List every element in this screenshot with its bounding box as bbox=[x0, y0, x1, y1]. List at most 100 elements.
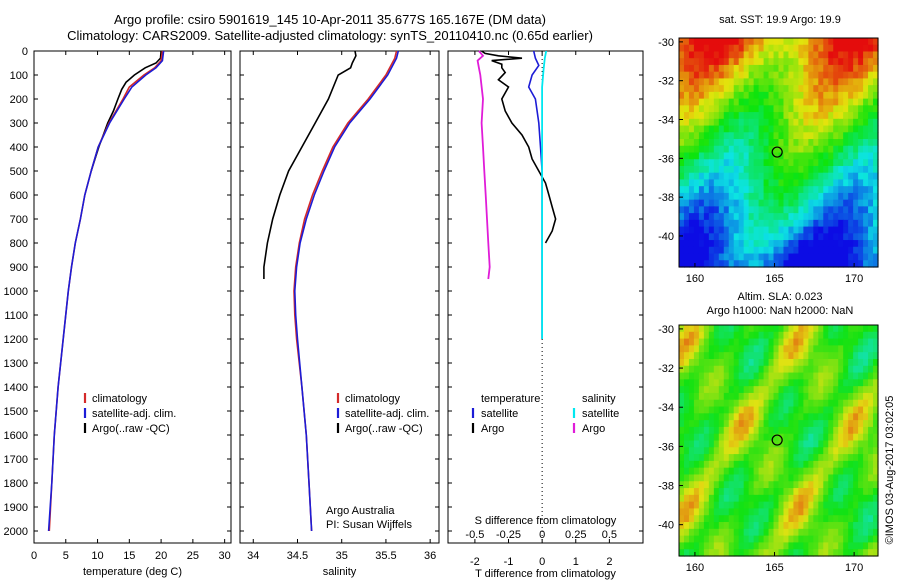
map-cell bbox=[778, 399, 785, 408]
map-cell bbox=[773, 78, 780, 86]
map-cell bbox=[768, 508, 775, 516]
map-cell bbox=[778, 358, 785, 367]
map-cell bbox=[843, 213, 849, 221]
map-cell bbox=[698, 159, 705, 167]
map-cell bbox=[793, 165, 799, 174]
map-cell bbox=[723, 399, 730, 408]
map-cell bbox=[738, 515, 745, 523]
map-cell bbox=[828, 447, 834, 455]
map-cell bbox=[708, 426, 715, 435]
map-cell bbox=[723, 44, 730, 53]
map-cell bbox=[688, 206, 695, 214]
map-cell bbox=[798, 253, 804, 261]
map-cell bbox=[848, 125, 854, 133]
map-cell bbox=[838, 488, 844, 496]
map-cell bbox=[763, 440, 770, 448]
map-cell bbox=[838, 105, 844, 113]
map-cell bbox=[753, 528, 760, 537]
map-cell bbox=[828, 549, 834, 557]
map-cell bbox=[783, 253, 790, 261]
map-cell bbox=[753, 454, 760, 462]
map-cell bbox=[693, 433, 700, 442]
map-cell bbox=[848, 433, 854, 442]
map-cell bbox=[723, 325, 730, 333]
map-cell bbox=[783, 58, 790, 66]
legend-label: Argo bbox=[582, 423, 605, 435]
x-tick-label: 0 bbox=[539, 556, 545, 568]
map-cell bbox=[778, 38, 785, 46]
map-cell bbox=[733, 51, 740, 59]
map-cell bbox=[828, 192, 834, 201]
map-cell bbox=[863, 331, 869, 340]
map-cell bbox=[679, 51, 685, 59]
map-cell bbox=[728, 338, 735, 346]
map-cell bbox=[778, 325, 785, 333]
map-cell bbox=[858, 522, 864, 530]
map-cell bbox=[873, 549, 879, 557]
map-cell bbox=[863, 112, 869, 120]
map-cell bbox=[873, 165, 879, 174]
map-cell bbox=[743, 213, 750, 221]
map-cell bbox=[843, 172, 849, 181]
map-cell bbox=[863, 199, 869, 207]
map-cell bbox=[818, 447, 824, 455]
map-cell bbox=[698, 386, 705, 394]
map-cell bbox=[683, 199, 690, 207]
map-cell bbox=[863, 206, 869, 214]
map-cell bbox=[823, 481, 829, 489]
map-cell bbox=[823, 71, 829, 80]
map-cell bbox=[798, 338, 804, 346]
map-cell bbox=[813, 535, 819, 544]
map-cell bbox=[748, 542, 755, 550]
map-cell bbox=[773, 260, 780, 268]
map-lon-label: 165 bbox=[765, 273, 783, 285]
map-cell bbox=[868, 118, 874, 127]
depth-tick-label: 100 bbox=[10, 70, 28, 82]
map-cell bbox=[743, 494, 750, 503]
map-cell bbox=[813, 345, 819, 353]
map-cell bbox=[818, 460, 824, 469]
map-cell bbox=[698, 112, 705, 120]
map-cell bbox=[708, 488, 715, 496]
map-cell bbox=[703, 240, 710, 248]
map-cell bbox=[679, 145, 685, 154]
map-cell bbox=[843, 78, 849, 86]
map-cell bbox=[733, 406, 740, 414]
map-cell bbox=[733, 38, 740, 46]
map-cell bbox=[833, 549, 839, 557]
map-cell bbox=[838, 78, 844, 86]
map-cell bbox=[753, 413, 760, 421]
map-cell bbox=[713, 246, 720, 255]
map-cell bbox=[873, 474, 879, 482]
map-cell bbox=[733, 233, 740, 241]
map-cell bbox=[703, 447, 710, 455]
map-cell bbox=[738, 440, 745, 448]
map-cell bbox=[728, 226, 735, 234]
map-cell bbox=[758, 358, 765, 367]
argo-height-title: Argo h1000: NaN h2000: NaN bbox=[706, 305, 854, 317]
map-cell bbox=[768, 226, 775, 234]
map-cell bbox=[773, 522, 780, 530]
map-cell bbox=[758, 352, 765, 360]
map-cell bbox=[853, 199, 859, 207]
map-cell bbox=[698, 145, 705, 154]
map-cell bbox=[778, 488, 785, 496]
map-cell bbox=[838, 528, 844, 537]
map-cell bbox=[788, 51, 795, 59]
map-cell bbox=[858, 118, 864, 127]
map-cell bbox=[803, 125, 809, 133]
map-cell bbox=[848, 460, 854, 469]
map-cell bbox=[763, 64, 770, 73]
map-cell bbox=[783, 528, 790, 537]
map-cell bbox=[873, 44, 879, 53]
map-cell bbox=[823, 246, 829, 255]
map-cell bbox=[723, 118, 730, 127]
map-cell bbox=[838, 91, 844, 100]
map-cell bbox=[758, 139, 765, 147]
map-cell bbox=[778, 85, 785, 93]
map-cell bbox=[708, 240, 715, 248]
map-cell bbox=[718, 467, 725, 476]
map-cell bbox=[688, 213, 695, 221]
map-cell bbox=[698, 98, 705, 106]
map-cell bbox=[863, 494, 869, 503]
